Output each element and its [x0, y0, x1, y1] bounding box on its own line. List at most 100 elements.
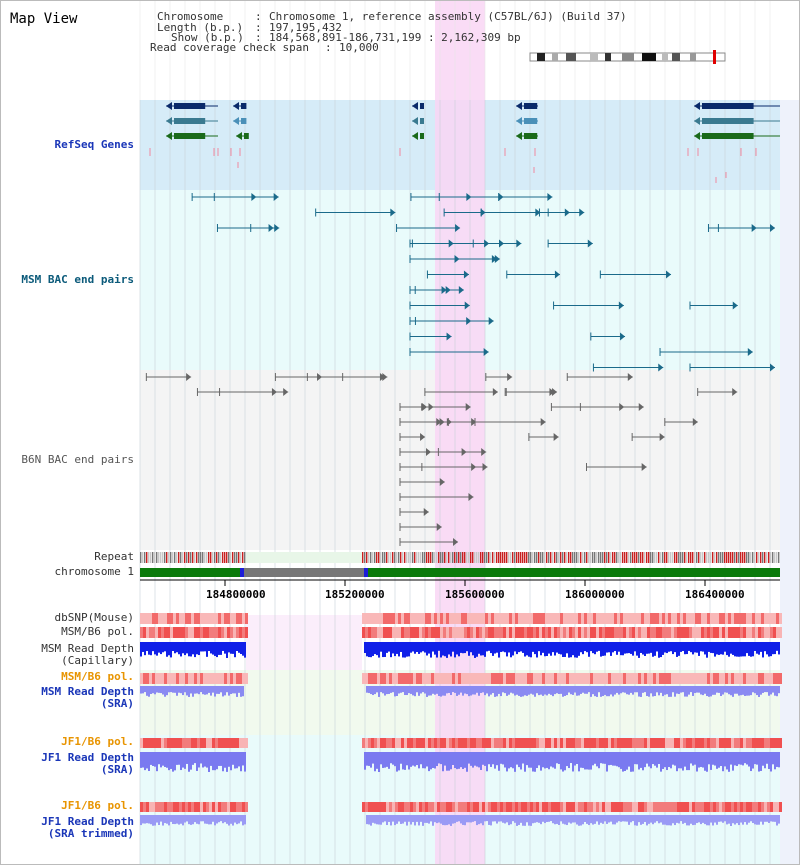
- jf1-depth-trim-bar: [190, 815, 192, 825]
- msm-pol-sra-strip: [584, 673, 587, 684]
- jf1-depth-bar: [768, 752, 770, 770]
- jf1-pol-strip: [410, 738, 413, 748]
- dbsnp-strip: [227, 613, 230, 624]
- jf1-pol-trim-strip: [731, 802, 734, 812]
- repeat-mark: [182, 552, 184, 563]
- msm-bac-pair: [458, 286, 464, 294]
- jf1-pol-trim-strip: [404, 802, 407, 812]
- dbsnp-strip: [470, 613, 473, 624]
- jf1-depth-trim-bar: [180, 815, 182, 824]
- msm-pol-sra-strip: [650, 673, 653, 684]
- repeat-mark: [176, 552, 178, 563]
- dbsnp-strip: [404, 613, 407, 624]
- dbsnp-strip: [386, 613, 389, 624]
- jf1-depth-trim-bar: [166, 815, 168, 824]
- jf1-depth-trim-bar: [186, 815, 188, 822]
- dbsnp-strip: [752, 613, 755, 624]
- jf1-depth-bar: [488, 752, 490, 765]
- dbsnp-strip: [182, 613, 185, 624]
- repeat-mark: [644, 552, 646, 563]
- jf1-pol-strip: [377, 738, 380, 748]
- jf1-pol-trim-strip: [668, 802, 671, 812]
- track-label-chromosome[interactable]: chromosome 1: [54, 565, 134, 578]
- repeat-mark: [452, 552, 454, 563]
- jf1-pol-trim-strip: [506, 802, 509, 812]
- repeat-mark: [202, 552, 204, 563]
- msm-pol-strip: [218, 627, 221, 638]
- jf1-pol-strip: [143, 738, 146, 748]
- repeat-mark: [670, 552, 672, 563]
- repeat-mark: [444, 552, 446, 563]
- msm-depth-cap-bar: [516, 642, 518, 655]
- msm-depth-sra-bar: [576, 686, 578, 696]
- repeat-mark: [606, 552, 608, 563]
- jf1-depth-bar: [586, 752, 588, 770]
- track-label-msm-pol-sra[interactable]: MSM/B6 pol.: [61, 670, 134, 683]
- jf1-pol-trim-strip: [155, 802, 158, 812]
- jf1-depth-trim-bar: [678, 815, 680, 824]
- track-label-msm-bac[interactable]: MSM BAC end pairs: [21, 273, 134, 286]
- msm-bac-pair: [455, 224, 461, 232]
- jf1-depth-bar: [400, 752, 402, 764]
- jf1-pol-trim-strip: [749, 802, 752, 812]
- track-label-msm-depth-sra[interactable]: MSM Read Depth: [41, 685, 134, 698]
- jf1-depth-trim-bar: [772, 815, 774, 822]
- jf1-depth-trim-bar: [522, 815, 524, 826]
- msm-pol-sra-strip: [533, 673, 536, 684]
- msm-pol-sra-strip: [620, 673, 623, 684]
- jf1-pol-trim-strip: [242, 802, 245, 812]
- msm-depth-sra-bar: [620, 686, 622, 694]
- jf1-depth-trim-bar: [418, 815, 420, 826]
- repeat-mark: [536, 552, 538, 563]
- jf1-pol-trim-strip: [707, 802, 710, 812]
- msm-depth-sra-bar: [374, 686, 376, 695]
- track-label-jf1-depth[interactable]: JF1 Read Depth: [41, 751, 134, 764]
- track-label-b6n-bac[interactable]: B6N BAC end pairs: [21, 453, 134, 466]
- track-label-jf1-pol-trim[interactable]: JF1/B6 pol.: [61, 799, 134, 812]
- msm-pol-sra-strip: [422, 673, 425, 684]
- jf1-depth-bar: [554, 752, 556, 769]
- msm-depth-sra-bar: [404, 686, 406, 696]
- repeat-mark: [392, 552, 394, 563]
- jf1-depth-bar: [174, 752, 176, 771]
- msm-pol-sra-strip: [752, 673, 755, 684]
- jf1-pol-trim-strip: [767, 802, 770, 812]
- refseq-gene: [174, 103, 206, 109]
- jf1-depth-bar: [542, 752, 544, 768]
- refseq-gene: [244, 133, 249, 139]
- track-label-jf1-depth-trim[interactable]: JF1 Read Depth: [41, 815, 134, 828]
- repeat-mark: [622, 552, 624, 563]
- msm-pol-sra-strip: [491, 673, 494, 684]
- jf1-pol-trim-strip: [638, 802, 641, 812]
- msm-bac-pair: [390, 208, 396, 217]
- msm-pol-sra-strip: [167, 673, 170, 684]
- msm-depth-cap-bar: [228, 642, 230, 653]
- msm-depth-sra-bar: [708, 686, 710, 697]
- dbsnp-strip: [401, 613, 404, 624]
- dbsnp-strip: [623, 613, 626, 624]
- jf1-pol-strip: [371, 738, 374, 748]
- msm-depth-sra-bar: [186, 686, 188, 696]
- msm-depth-sra-bar: [640, 686, 642, 697]
- msm-depth-sra-bar: [500, 686, 502, 697]
- track-label-msm-pol[interactable]: MSM/B6 pol.: [61, 625, 134, 638]
- msm-depth-cap-bar: [642, 642, 644, 655]
- repeat-mark: [676, 552, 678, 563]
- track-label-refseq[interactable]: RefSeq Genes: [54, 138, 134, 151]
- jf1-depth-bar: [218, 752, 220, 766]
- jf1-depth-bar: [474, 752, 476, 766]
- track-label-dbsnp[interactable]: dbSNP(Mouse): [54, 611, 134, 624]
- msm-depth-sra-bar: [142, 686, 144, 694]
- jf1-pol-trim-strip: [194, 802, 197, 812]
- span-value: 10,000: [339, 41, 379, 54]
- track-label-msm-depth-cap[interactable]: MSM Read Depth: [41, 642, 134, 655]
- track-label-repeat[interactable]: Repeat: [94, 550, 134, 563]
- msm-depth-sra-bar: [716, 686, 718, 693]
- jf1-depth-bar: [376, 752, 378, 769]
- msm-depth-cap-bar: [734, 642, 736, 657]
- dbsnp-strip: [362, 613, 365, 624]
- jf1-pol-strip: [614, 738, 617, 748]
- track-label-jf1-pol[interactable]: JF1/B6 pol.: [61, 735, 134, 748]
- ideogram-band: [537, 53, 545, 61]
